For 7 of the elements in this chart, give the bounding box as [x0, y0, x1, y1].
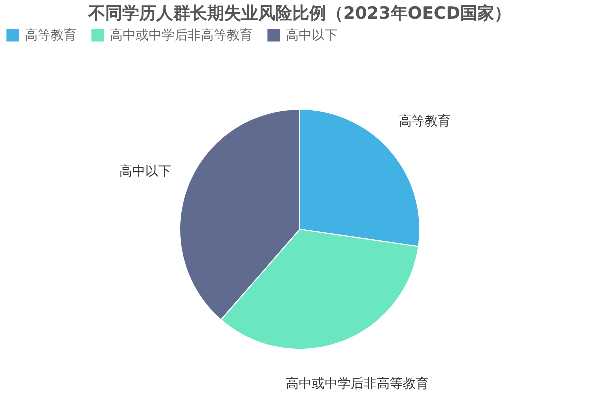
chart-title: 不同学历人群长期失业风险比例（2023年OECD国家） — [88, 4, 512, 24]
legend-label: 高中或中学后非高等教育 — [110, 27, 253, 44]
legend-label: 高等教育 — [25, 27, 77, 44]
slice-label: 高等教育 — [398, 114, 451, 130]
slice-label: 高中或中学后非高等教育 — [286, 376, 429, 392]
slice-label: 高中以下 — [119, 164, 172, 180]
legend-label: 高中以下 — [286, 27, 338, 44]
